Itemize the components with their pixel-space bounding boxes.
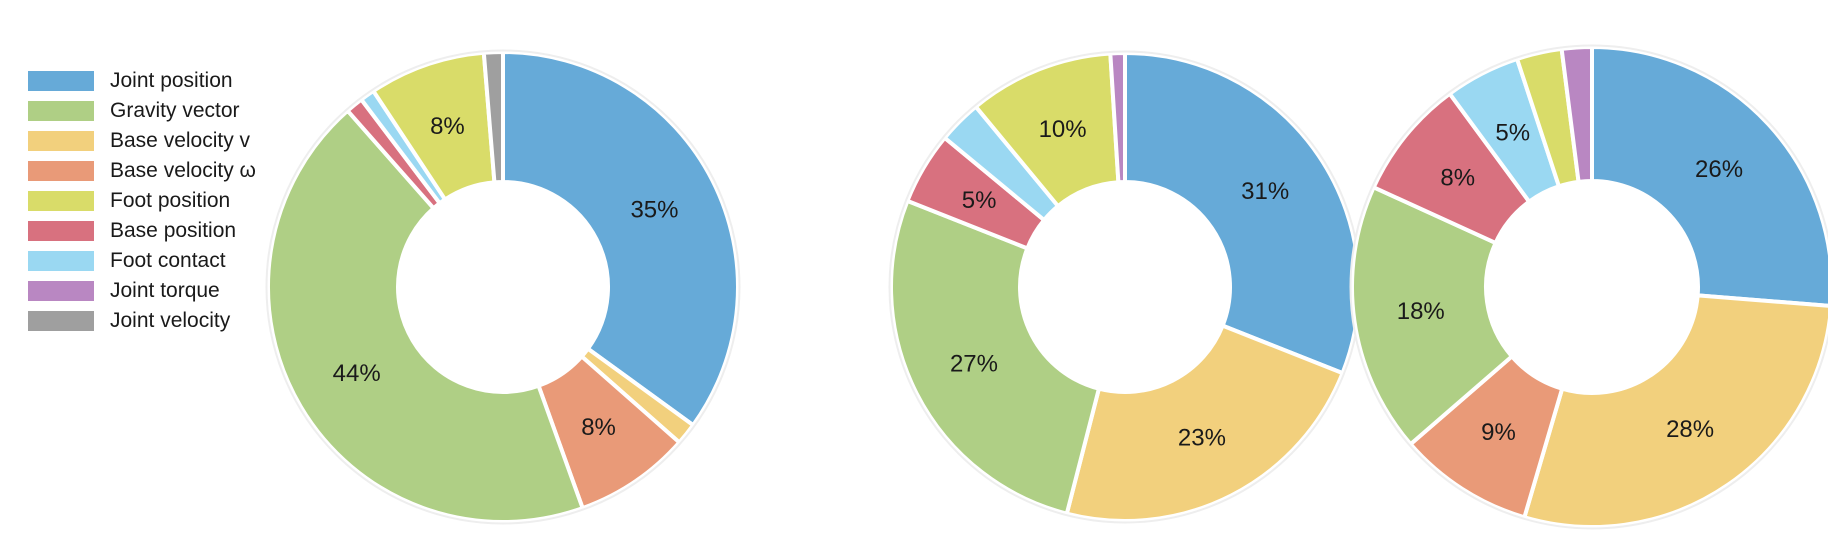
legend-swatch bbox=[28, 251, 94, 271]
slice-label: 9% bbox=[1481, 419, 1516, 446]
slice-label: 8% bbox=[581, 414, 616, 441]
legend-label: Base velocity ω bbox=[110, 159, 256, 182]
slice-label: 23% bbox=[1178, 425, 1226, 452]
legend-item: Base position bbox=[28, 216, 256, 246]
donut-slice bbox=[1590, 45, 1828, 308]
legend-item: Foot contact bbox=[28, 246, 256, 276]
legend-label: Joint velocity bbox=[110, 309, 231, 332]
donut-chart: 26% 28% 9% 18% 8% 5% bbox=[1349, 44, 1828, 530]
slice-label: 35% bbox=[630, 196, 678, 223]
legend-item: Joint torque bbox=[28, 276, 256, 306]
donut-slice bbox=[1559, 45, 1594, 184]
donut-slice bbox=[1350, 185, 1514, 447]
legend-swatch bbox=[28, 221, 94, 241]
donut-slice bbox=[1123, 51, 1362, 376]
slice-label: 31% bbox=[1241, 178, 1289, 205]
donut-slice bbox=[1108, 51, 1127, 185]
donut-chart: 31% 23% 27% 5% 10% bbox=[888, 50, 1362, 524]
legend-item: Foot position bbox=[28, 186, 256, 216]
slice-label: 5% bbox=[1495, 120, 1530, 147]
slice-label: 44% bbox=[333, 360, 381, 387]
donut-slice bbox=[266, 108, 585, 524]
legend-swatch bbox=[28, 311, 94, 331]
legend-item: Joint position bbox=[28, 66, 256, 96]
legend-item: Joint velocity bbox=[28, 306, 256, 336]
donut-slice bbox=[1064, 323, 1345, 523]
slice-label: 28% bbox=[1666, 416, 1714, 443]
donut-slice bbox=[1522, 293, 1828, 529]
slice-label: 5% bbox=[962, 187, 997, 214]
slice-label: 8% bbox=[430, 113, 465, 140]
donut-slice bbox=[889, 198, 1101, 516]
legend-label: Joint torque bbox=[110, 279, 220, 302]
donut-chart: 35% 8% 44% 8% bbox=[265, 49, 741, 525]
donut-outline bbox=[265, 49, 741, 525]
donut-slice bbox=[501, 50, 740, 428]
slice-label: 8% bbox=[1440, 164, 1475, 191]
legend-item: Base velocity v bbox=[28, 126, 256, 156]
legend-swatch bbox=[28, 191, 94, 211]
legend-swatch bbox=[28, 281, 94, 301]
legend-label: Base position bbox=[110, 219, 237, 242]
legend-swatch bbox=[28, 101, 94, 121]
slice-label: 18% bbox=[1397, 298, 1445, 325]
slice-label: 26% bbox=[1695, 156, 1743, 183]
legend-swatch bbox=[28, 71, 94, 91]
legend-swatch bbox=[28, 131, 94, 151]
donut-slice bbox=[481, 50, 505, 185]
slice-label: 10% bbox=[1039, 116, 1087, 143]
legend-item: Gravity vector bbox=[28, 96, 256, 126]
legend-label: Foot contact bbox=[110, 249, 226, 272]
legend: Joint position Gravity vector Base velocit… bbox=[28, 66, 256, 336]
donut-outline bbox=[1349, 44, 1828, 530]
legend-label: Foot position bbox=[110, 189, 231, 212]
legend-swatch bbox=[28, 161, 94, 181]
legend-label: Joint position bbox=[110, 69, 233, 92]
legend-label: Base velocity v bbox=[110, 129, 251, 152]
legend-label: Gravity vector bbox=[110, 99, 240, 122]
legend-item: Base velocity ω bbox=[28, 156, 256, 186]
slice-label: 27% bbox=[950, 350, 998, 377]
